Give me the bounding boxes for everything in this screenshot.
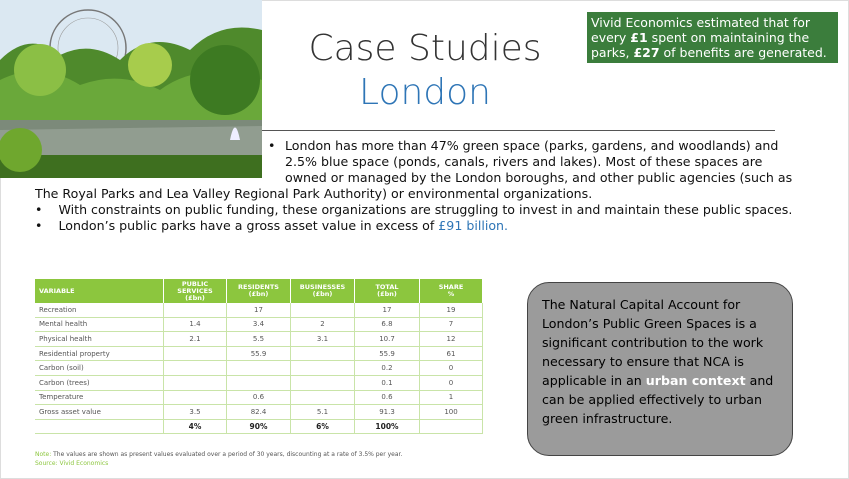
table-cell: 0.6 [355,390,420,405]
table-cell: 0 [420,361,483,376]
table-cell: 1.4 [164,317,227,332]
table-cell: 100 [420,405,483,420]
table-cell: 0.1 [355,375,420,390]
table-cell [291,303,355,317]
callout: Vivid Economics estimated that for every… [587,12,838,63]
table-cell: 10.7 [355,332,420,347]
table-cell: 2.1 [164,332,227,347]
table-cell [227,361,291,376]
table-cell: Mental health [35,317,164,332]
table-cell: 12 [420,332,483,347]
table-cell [164,361,227,376]
bullet-text: With constraints on public funding, thes… [58,202,792,217]
slide-subtitle: London [262,72,588,113]
table-cell [164,390,227,405]
header-cell: RESIDENTS(£bn) [227,279,291,303]
note-text: The values are shown as present values e… [51,451,402,458]
header-unit: (£bn) [356,291,418,298]
table-cell: 3.4 [227,317,291,332]
table-cell: 6.8 [355,317,420,332]
header-cell: SHARE% [420,279,483,303]
table-cell: 0 [420,375,483,390]
bullet-text: London’s public parks have a gross asset… [58,218,438,233]
table-cell: 4% [164,419,227,434]
table-cell: 82.4 [227,405,291,420]
table-cell [291,390,355,405]
table-cell: 0.6 [227,390,291,405]
table-cell: Carbon (soil) [35,361,164,376]
callout-bold: £1 [630,30,647,45]
table-cell: 5.5 [227,332,291,347]
table-cell [164,346,227,361]
table-cell: 17 [355,303,420,317]
bullet: • With constraints on public funding, th… [35,202,805,218]
header-name: PUBLIC SERVICES [165,281,225,295]
header-cell: BUSINESSES(£bn) [291,279,355,303]
table-cell: 0.2 [355,361,420,376]
table-cell: 91.3 [355,405,420,420]
table-cell: 2 [291,317,355,332]
table-cell: Physical health [35,332,164,347]
header-cell: PUBLIC SERVICES(£bn) [164,279,227,303]
table-cell [420,419,483,434]
table-cell: 5.1 [291,405,355,420]
table-cell: 3.5 [164,405,227,420]
table-cell [291,361,355,376]
note: Note: The values are shown as present va… [35,451,402,458]
table-cell: Gross asset value [35,405,164,420]
bullet: • London’s public parks have a gross ass… [35,218,805,234]
table-cell: 6% [291,419,355,434]
table-cell [291,375,355,390]
table-cell: 90% [227,419,291,434]
slide-title: Case Studies [262,28,588,69]
table-cell: 100% [355,419,420,434]
header-unit: (£bn) [292,291,353,298]
source: Source: Vivid Economics [35,460,108,467]
header-name: VARIABLE [39,288,162,295]
table-cell: 19 [420,303,483,317]
table-cell [35,419,164,434]
header-unit: % [421,291,481,298]
table-cell: 55.9 [355,346,420,361]
header-cell: VARIABLE [35,279,164,303]
table-cell: Residential property [35,346,164,361]
slide: Case Studies London Vivid Economics esti… [0,0,849,479]
info-box: The Natural Capital Account for London’s… [527,282,793,456]
table-cell: Temperature [35,390,164,405]
table-cell [291,346,355,361]
table-cell: 1 [420,390,483,405]
note-label: Note: [35,451,51,458]
table-cell [164,303,227,317]
body-text: •London has more than 47% green space (p… [35,138,805,234]
header-unit: (£bn) [228,291,289,298]
table-cell: 61 [420,346,483,361]
table-cell: 17 [227,303,291,317]
table-cell: Carbon (trees) [35,375,164,390]
table-cell [164,375,227,390]
header-cell: TOTAL(£bn) [355,279,420,303]
table-cell: 3.1 [291,332,355,347]
callout-bold: £27 [633,45,659,60]
header-unit: (£bn) [165,295,225,302]
total-row: 4%90%6%100% [35,419,483,434]
bullet-highlight: £91 billion. [438,218,508,233]
table-cell: 55.9 [227,346,291,361]
divider [262,130,775,131]
table-cell: 7 [420,317,483,332]
callout-text: of benefits are generated. [660,45,827,60]
table-cell [227,375,291,390]
box-bold: urban context [646,373,746,388]
table-cell: Recreation [35,303,164,317]
